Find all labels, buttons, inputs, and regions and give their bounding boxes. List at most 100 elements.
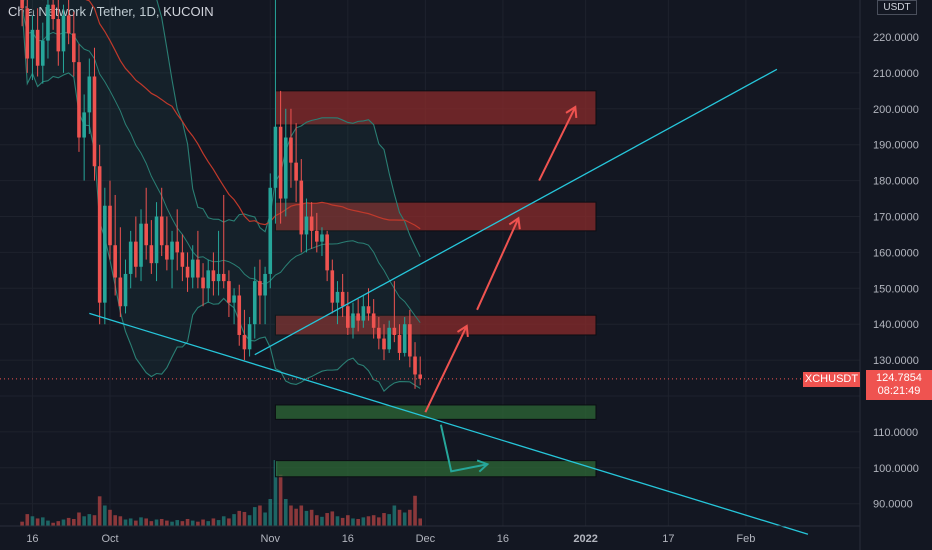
- candle-body: [77, 62, 81, 137]
- candle-body: [119, 278, 123, 307]
- y-tick-label: 180.0000: [873, 176, 919, 188]
- candle-body: [134, 242, 138, 267]
- x-tick-label: 16: [342, 533, 354, 545]
- x-tick-label: Feb: [736, 533, 755, 545]
- candle-body: [289, 138, 293, 163]
- candle-body: [124, 274, 128, 306]
- candle-body: [387, 328, 391, 350]
- candle-body: [294, 163, 298, 181]
- candle-body: [382, 339, 386, 350]
- bar-countdown: 08:21:49: [866, 385, 932, 398]
- volume-bar: [217, 520, 221, 526]
- volume-bar: [20, 522, 24, 526]
- volume-bar: [418, 518, 422, 526]
- projection-arrow[interactable]: [477, 218, 520, 310]
- candle-body: [160, 217, 164, 246]
- candle[interactable]: [268, 173, 272, 288]
- volume-bar: [403, 513, 407, 527]
- candle-body: [129, 242, 133, 274]
- volume-bar: [98, 496, 102, 526]
- candle-body: [356, 313, 360, 320]
- candle-body: [237, 295, 241, 334]
- candle-body: [88, 76, 92, 112]
- projection-arrow[interactable]: [425, 326, 467, 412]
- volume-bar: [170, 522, 174, 526]
- volume-bar: [165, 521, 169, 526]
- candle-body: [279, 127, 283, 199]
- volume-bar: [181, 521, 185, 526]
- candle-body: [62, 15, 66, 51]
- volume-bar: [206, 521, 210, 526]
- x-tick-label: 2022: [573, 533, 597, 545]
- volume-bar: [160, 519, 164, 526]
- volume-bar: [41, 517, 45, 526]
- candle-body: [222, 274, 226, 281]
- volume-bar: [325, 513, 329, 526]
- volume-bar: [362, 517, 366, 526]
- candle-body: [165, 245, 169, 259]
- candle-body: [67, 15, 71, 33]
- candle-body: [31, 30, 35, 59]
- y-tick-label: 210.0000: [873, 68, 919, 80]
- candle-body: [325, 234, 329, 270]
- y-tick-label: 130.0000: [873, 355, 919, 367]
- volume-bar: [82, 516, 86, 526]
- volume-bar: [57, 521, 61, 526]
- candle-body: [305, 217, 309, 235]
- volume-bar: [155, 520, 159, 526]
- support-zone[interactable]: [275, 405, 596, 419]
- candle-body: [310, 217, 314, 231]
- volume-bar: [398, 510, 402, 526]
- volume-bar: [191, 521, 195, 526]
- trendline[interactable]: [89, 313, 808, 534]
- y-tick-label: 200.0000: [873, 104, 919, 116]
- candle-body: [186, 267, 190, 278]
- volume-bar: [232, 514, 236, 526]
- volume-bar: [243, 512, 247, 526]
- volume-bar: [268, 499, 272, 526]
- support-zone[interactable]: [275, 461, 596, 477]
- candle-body: [232, 295, 236, 302]
- y-tick-label: 140.0000: [873, 319, 919, 331]
- volume-bar: [393, 505, 397, 526]
- candle-body: [170, 242, 174, 260]
- x-tick-label: Oct: [101, 533, 118, 545]
- candle-body: [144, 224, 148, 246]
- volume-bar: [372, 515, 376, 526]
- candle-body: [227, 281, 231, 303]
- volume-bar: [36, 518, 40, 526]
- volume-bar: [46, 521, 50, 526]
- candle[interactable]: [98, 145, 102, 325]
- volume-bar: [258, 505, 262, 526]
- candle-body: [341, 292, 345, 306]
- volume-bar: [237, 511, 241, 526]
- candle[interactable]: [103, 188, 107, 324]
- volume-bar: [320, 517, 324, 526]
- volume-bar: [175, 520, 179, 526]
- price-axis: 90.0000100.0000110.0000120.0000130.00001…: [860, 0, 919, 550]
- symbol-tag: XCHUSDT: [803, 372, 860, 387]
- candle-body: [113, 245, 117, 277]
- volume-bar: [413, 496, 417, 526]
- volume-bar: [346, 515, 350, 526]
- x-tick-label: Dec: [416, 533, 436, 545]
- candle-body: [98, 166, 102, 302]
- y-tick-label: 160.0000: [873, 247, 919, 259]
- candle-body: [196, 260, 200, 278]
- candle-body: [398, 335, 402, 353]
- volume-bar: [222, 516, 226, 526]
- candle-body: [72, 33, 76, 62]
- y-tick-label: 150.0000: [873, 283, 919, 295]
- volume-bar: [196, 522, 200, 526]
- candle-body: [20, 0, 24, 8]
- candle-body: [155, 217, 159, 264]
- volume-bar: [299, 505, 303, 526]
- x-tick-label: 16: [26, 533, 38, 545]
- candle-body: [372, 313, 376, 327]
- candle-body: [274, 127, 278, 188]
- volume-bar: [284, 499, 288, 526]
- x-tick-label: 16: [497, 533, 509, 545]
- x-tick-label: Nov: [260, 533, 280, 545]
- candle-body: [315, 231, 319, 242]
